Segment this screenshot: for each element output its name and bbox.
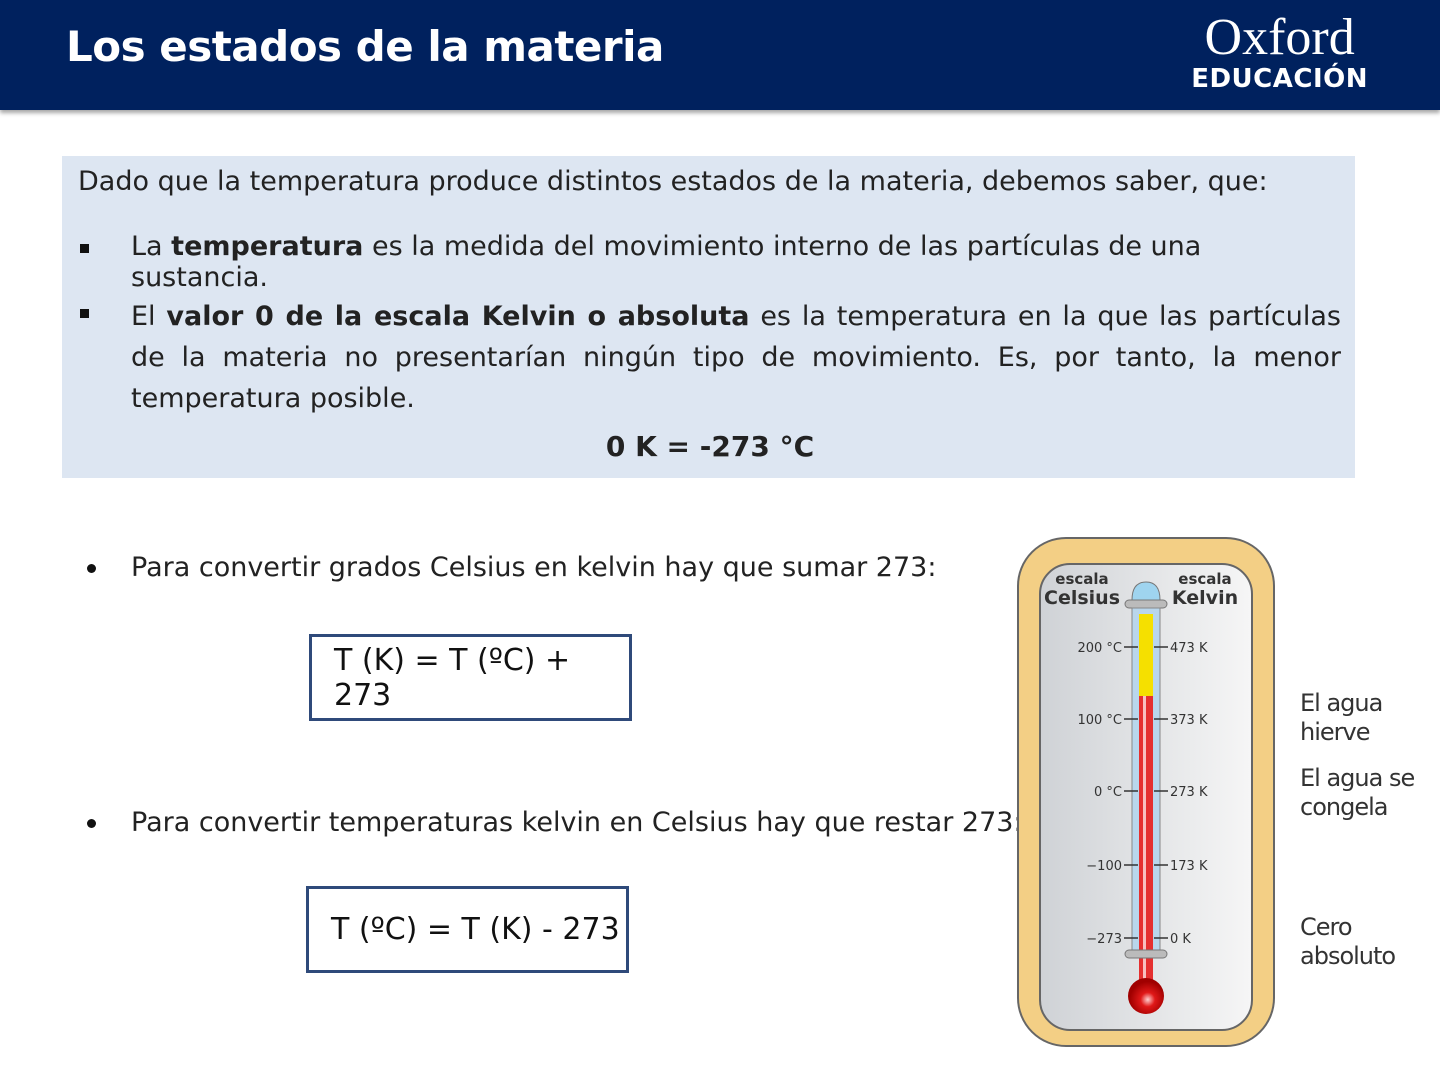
oxford-logo: Oxford EDUCACIÓN	[1191, 9, 1368, 95]
bullet-temperature: La temperatura es la medida del movimien…	[131, 231, 1202, 293]
bullet-kelvin-zero: El valor 0 de la escala Kelvin o absolut…	[131, 301, 1341, 414]
kelvin-tick-label: 273 K	[1170, 785, 1208, 800]
celsius-tick-label: 200 °C	[1077, 641, 1122, 656]
label-absolute-zero: Cero absoluto	[1300, 913, 1396, 970]
absolute-zero-equation: 0 K = -273 °C	[605, 430, 815, 463]
celsius-tick-label: −100	[1086, 859, 1122, 874]
kelvin-tick-label: 0 K	[1170, 932, 1191, 947]
thermometer-illustration: escala Celsius escala Kelvin 200 °C 473 K…	[1017, 537, 1275, 1047]
bullet-square-icon	[80, 244, 89, 253]
bullet-dot-icon	[87, 819, 96, 828]
celsius-tick-label: −273	[1086, 932, 1122, 947]
kelvin-tick-label: 473 K	[1170, 641, 1208, 656]
label-freezing: El agua se congela	[1300, 764, 1415, 821]
kelvin-tick-label: 373 K	[1170, 713, 1208, 728]
bullet-dot-icon	[87, 564, 96, 573]
celsius-tick-label: 100 °C	[1077, 713, 1122, 728]
bullet-square-icon	[80, 309, 89, 318]
intro-text: Dado que la temperatura produce distinto…	[78, 166, 1268, 197]
svg-text:Kelvin: Kelvin	[1172, 587, 1238, 609]
formula-c-to-k: T (K) = T (ºC) + 273	[309, 634, 632, 721]
svg-text:Celsius: Celsius	[1044, 587, 1120, 609]
info-box	[62, 156, 1355, 478]
header-bar: Los estados de la materia Oxford EDUCACI…	[0, 0, 1440, 110]
kelvin-scale-title: escala	[1178, 570, 1231, 588]
kelvin-tick-label: 173 K	[1170, 859, 1208, 874]
conversion-text-k-to-c: Para convertir temperaturas kelvin en Ce…	[131, 807, 1023, 838]
formula-k-to-c: T (ºC) = T (K) - 273	[306, 886, 629, 973]
celsius-scale-title: escala	[1055, 570, 1108, 588]
slide-title: Los estados de la materia	[66, 22, 664, 71]
celsius-tick-label: 0 °C	[1094, 785, 1122, 800]
conversion-text-c-to-k: Para convertir grados Celsius en kelvin …	[131, 552, 937, 583]
label-boiling: El agua hierve	[1300, 689, 1383, 746]
